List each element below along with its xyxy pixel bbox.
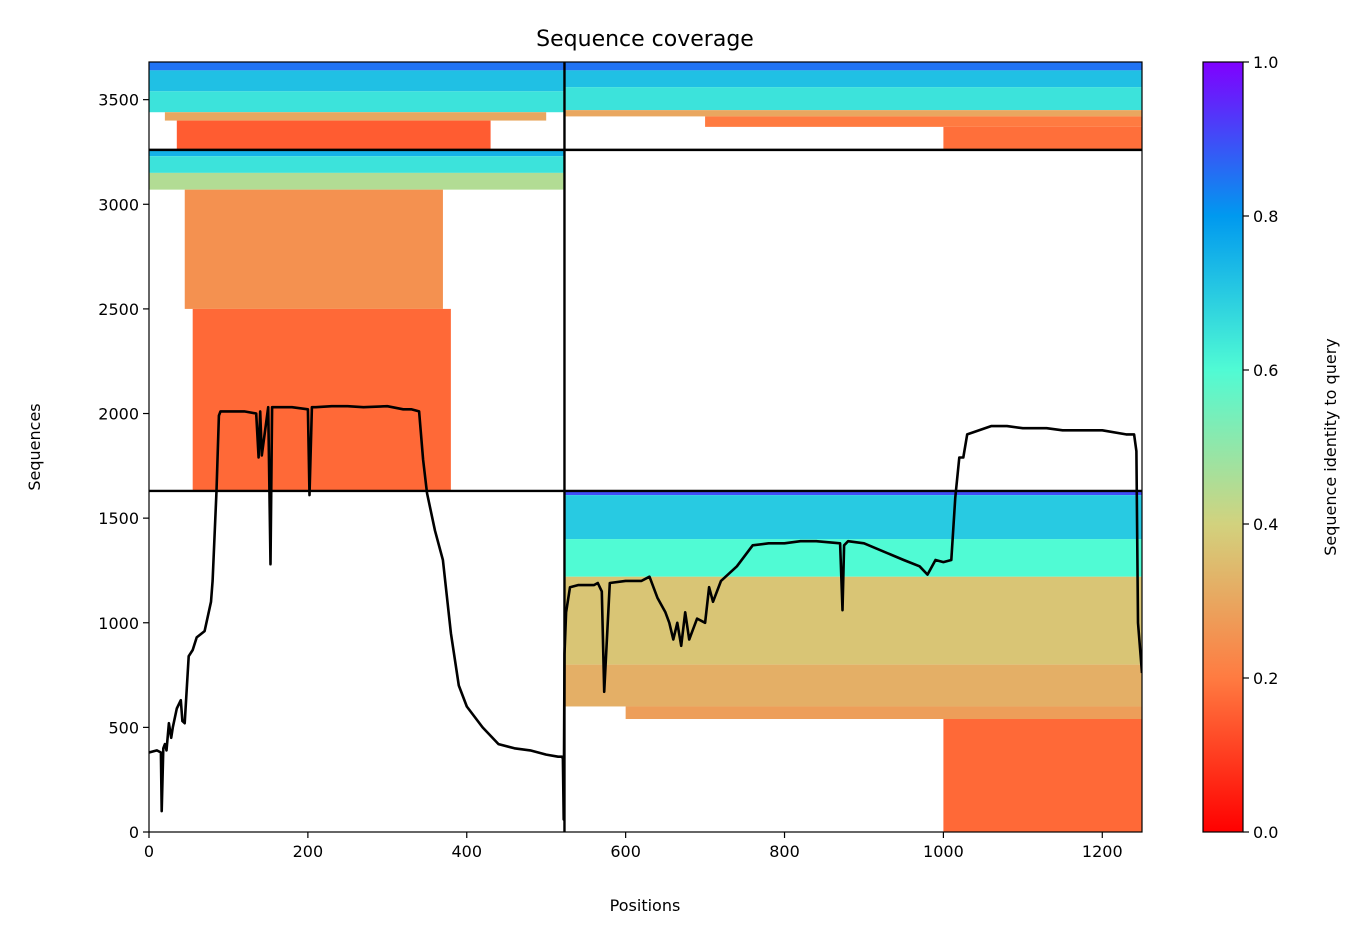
coverage-band	[705, 116, 1142, 127]
coverage-band	[564, 495, 1142, 540]
y-tick: 3500	[98, 91, 149, 110]
colorbar-label: Sequence identity to query	[1321, 338, 1340, 555]
colorbar-tick-label: 0.0	[1253, 823, 1278, 842]
colorbar-ticks: 0.0 0.2 0.4 0.6 0.8 1.0	[1243, 53, 1278, 842]
y-tick-label: 2000	[98, 405, 139, 424]
colorbar-tick-label: 0.8	[1253, 207, 1278, 226]
colorbar-tick: 1.0	[1243, 53, 1278, 72]
colorbar-tick: 0.0	[1243, 823, 1278, 842]
chain-A-block-2	[149, 149, 565, 491]
colorbar-tick: 0.6	[1243, 361, 1278, 380]
x-tick-label: 400	[451, 842, 482, 861]
colorbar-tick-label: 0.2	[1253, 669, 1278, 688]
coverage-band	[164, 112, 547, 121]
coverage-band	[564, 110, 1142, 117]
y-tick-label: 2500	[98, 300, 139, 319]
x-tick: 1200	[1082, 832, 1123, 861]
x-tick-label: 800	[769, 842, 800, 861]
coverage-band	[564, 87, 1142, 111]
y-tick-label: 0	[129, 823, 139, 842]
coverage-band	[943, 719, 1142, 832]
coverage-band	[192, 308, 451, 491]
coverage-band	[625, 706, 1142, 720]
y-axis-ticks: 0 500 1000 1500 2000 2500 3000 3500	[98, 91, 149, 842]
x-tick: 600	[610, 832, 641, 861]
plot-frame	[148, 61, 1143, 833]
chain-B-block-2	[564, 490, 1142, 832]
coverage-band	[184, 189, 443, 309]
coverage-band	[149, 156, 565, 173]
coverage-band	[149, 62, 565, 71]
x-tick-label: 0	[144, 842, 154, 861]
coverage-band	[176, 120, 491, 150]
y-tick: 1500	[98, 509, 149, 528]
colorbar-tick: 0.8	[1243, 207, 1278, 226]
coverage-blocks	[149, 62, 1142, 832]
chain-A-block-1	[149, 62, 565, 150]
y-tick: 2000	[98, 405, 149, 424]
x-axis-label: Positions	[610, 896, 681, 915]
y-tick-label: 1500	[98, 509, 139, 528]
x-tick: 1000	[923, 832, 964, 861]
coverage-band	[943, 126, 1142, 150]
coverage-band	[149, 149, 565, 157]
y-tick-label: 1000	[98, 614, 139, 633]
chart-title: Sequence coverage	[536, 27, 754, 52]
coverage-band	[149, 70, 565, 92]
coverage-band	[564, 576, 1142, 665]
y-tick-label: 3000	[98, 195, 139, 214]
coverage-line	[149, 404, 1142, 821]
x-tick-label: 200	[293, 842, 324, 861]
x-tick-label: 1200	[1082, 842, 1123, 861]
x-tick: 0	[144, 832, 154, 861]
x-axis-ticks: 0 200 400 600 800 1000 1200	[144, 832, 1123, 861]
x-tick: 800	[769, 832, 800, 861]
y-tick: 1000	[98, 614, 149, 633]
x-tick-label: 1000	[923, 842, 964, 861]
plot-area	[149, 62, 1142, 832]
colorbar-tick-label: 1.0	[1253, 53, 1278, 72]
y-tick: 0	[129, 823, 149, 842]
coverage-band	[564, 490, 1142, 496]
colorbar-tick-label: 0.4	[1253, 515, 1278, 534]
colorbar-tick: 0.2	[1243, 669, 1278, 688]
colorbar-tick-label: 0.6	[1253, 361, 1278, 380]
y-tick-label: 500	[108, 718, 139, 737]
y-axis-label: Sequences	[25, 403, 44, 490]
y-tick-label: 3500	[98, 91, 139, 110]
colorbar: 0.0 0.2 0.4 0.6 0.8 1.0 Sequence identity to …	[1202, 53, 1340, 842]
y-tick: 500	[108, 718, 149, 737]
coverage-band	[564, 70, 1142, 88]
y-tick: 2500	[98, 300, 149, 319]
y-tick: 3000	[98, 195, 149, 214]
chain-B-block-1	[564, 62, 1142, 150]
coverage-band	[149, 172, 565, 190]
colorbar-gradient	[1202, 61, 1244, 833]
coverage-band	[564, 62, 1142, 71]
x-tick: 400	[451, 832, 482, 861]
coverage-band	[149, 91, 565, 113]
x-tick: 200	[293, 832, 324, 861]
x-tick-label: 600	[610, 842, 641, 861]
coverage-band	[564, 539, 1142, 577]
coverage-band	[564, 664, 1142, 707]
colorbar-tick: 0.4	[1243, 515, 1278, 534]
